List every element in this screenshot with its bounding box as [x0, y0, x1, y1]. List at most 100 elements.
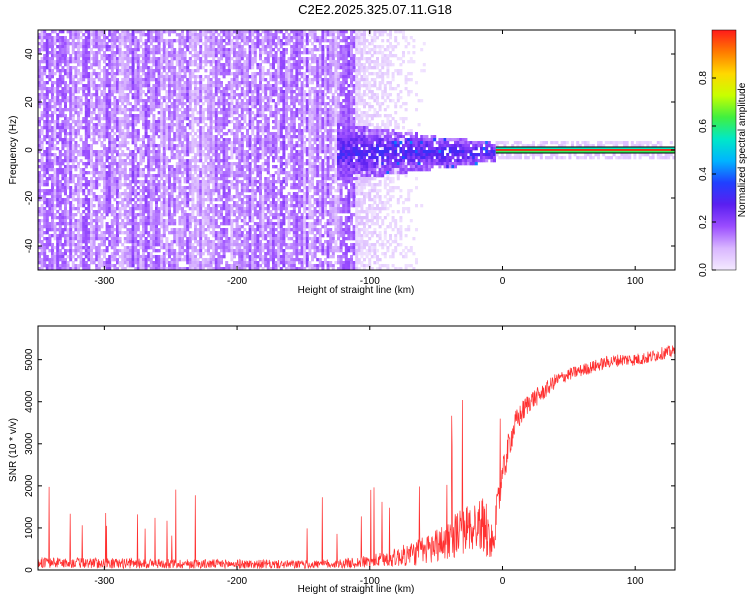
spectrogram-cell: [152, 141, 156, 145]
spectrogram-cell: [61, 114, 65, 118]
spectrogram-cell: [126, 87, 130, 91]
spectrogram-cell: [48, 165, 52, 169]
spectrogram-cell: [188, 132, 192, 136]
spectrogram-cell: [121, 57, 125, 61]
spectrogram-cell: [149, 123, 153, 127]
spectrogram-cell: [212, 126, 216, 130]
spectrogram-cell: [110, 36, 114, 40]
spectrogram-cell: [40, 153, 44, 157]
spectrogram-cell: [168, 201, 171, 205]
spectrogram-cell: [90, 99, 93, 103]
spectrogram-cell: [105, 186, 109, 190]
spectrogram-cell: [58, 42, 62, 46]
spectrogram-cell: [82, 141, 86, 145]
spectrogram-cell: [165, 174, 169, 178]
spectrogram-cell: [181, 123, 184, 127]
spectrogram-cell: [173, 252, 177, 256]
spectrogram-cell: [222, 51, 226, 55]
spectrogram-cell: [175, 240, 179, 244]
spectrogram-cell: [181, 135, 184, 139]
spectrogram-cell: [240, 258, 244, 262]
spectrogram-cell: [217, 213, 221, 217]
spectrogram-cell: [108, 90, 112, 94]
spectrogram-cell: [90, 93, 93, 97]
spectrogram-cell: [113, 198, 117, 202]
spectrogram-cell: [61, 96, 65, 100]
spectrogram-cell: [233, 36, 236, 40]
spectrogram-cell: [178, 93, 182, 97]
spectrogram-cell: [214, 39, 218, 43]
spectrogram-cell: [196, 36, 200, 40]
spectrogram-cell: [201, 195, 205, 199]
spectrogram-cell: [152, 246, 156, 250]
spectrogram-cell: [243, 42, 247, 46]
spectrogram-cell: [173, 174, 177, 178]
spectrogram-cell: [168, 177, 171, 181]
spectrogram-cell: [235, 186, 239, 190]
spectrogram-cell: [48, 147, 52, 151]
spectrogram-cell: [45, 153, 49, 157]
spectrogram-cell: [43, 192, 47, 196]
spectrogram-cell: [238, 174, 242, 178]
spectrogram-cell: [194, 57, 197, 61]
spectrogram-cell: [82, 117, 86, 121]
spectrogram-cell: [212, 135, 216, 139]
spectrogram-cell: [134, 108, 138, 112]
spectrogram-cell: [105, 222, 109, 226]
spectrogram-cell: [147, 96, 151, 100]
spectrogram-cell: [126, 126, 130, 130]
spectrogram-cell: [144, 228, 148, 232]
spectrogram-cell: [43, 33, 47, 37]
spectrogram-cell: [43, 237, 47, 241]
spectrogram-cell: [51, 147, 54, 151]
spectrogram-cell: [173, 54, 177, 58]
spectrogram-cell: [56, 135, 60, 139]
spectrogram-cell: [194, 132, 197, 136]
spectrogram-cell: [134, 54, 138, 58]
spectrogram-cell: [149, 126, 153, 130]
spectrogram-cell: [40, 36, 44, 40]
spectrogram-cell: [87, 57, 91, 61]
spectrogram-cell: [45, 177, 49, 181]
spectrogram-cell: [121, 225, 125, 229]
spectrogram-cell: [147, 216, 151, 220]
spectrogram-cell: [136, 45, 140, 49]
spectrogram-cell: [105, 117, 109, 121]
spectrogram-cell: [175, 186, 179, 190]
spectrogram-cell: [51, 45, 54, 49]
spectrogram-cell: [142, 42, 145, 46]
spectrogram-cell: [136, 54, 140, 58]
spectrogram-cell: [212, 153, 216, 157]
spectrogram-cell: [155, 258, 158, 262]
spectrogram-cell: [165, 117, 169, 121]
spectrogram-cell: [160, 63, 164, 67]
spectrogram-cell: [178, 171, 182, 175]
spectrogram-cell: [230, 213, 234, 217]
spectrogram-cell: [227, 195, 231, 199]
spectrogram-cell: [103, 84, 106, 88]
spectrogram-cell: [87, 84, 91, 88]
spectrogram-cell: [142, 258, 145, 262]
spectrogram-cell: [217, 87, 221, 91]
spectrogram-cell: [186, 249, 190, 253]
spectrogram-cell: [38, 144, 41, 148]
spectrogram-cell: [199, 138, 203, 142]
spectrogram-cell: [175, 123, 179, 127]
spectrogram-cell: [100, 201, 104, 205]
spectrogram-cell: [183, 222, 187, 226]
spectrogram-cell: [201, 171, 205, 175]
spectrogram-cell: [134, 171, 138, 175]
spectrogram-cell: [90, 231, 93, 235]
spectrogram-cell: [97, 228, 101, 232]
spectrogram-cell: [131, 264, 135, 268]
spectrogram-cell: [183, 36, 187, 40]
spectrogram-cell: [212, 108, 216, 112]
spectrogram-cell: [48, 198, 52, 202]
spectrogram-cell: [149, 48, 153, 52]
spectrogram-cell: [230, 240, 234, 244]
spectrogram-cell: [56, 93, 60, 97]
spectrogram-cell: [181, 57, 184, 61]
spectrogram-cell: [108, 258, 112, 262]
spectrogram-cell: [217, 195, 221, 199]
spectrogram-cell: [209, 258, 213, 262]
